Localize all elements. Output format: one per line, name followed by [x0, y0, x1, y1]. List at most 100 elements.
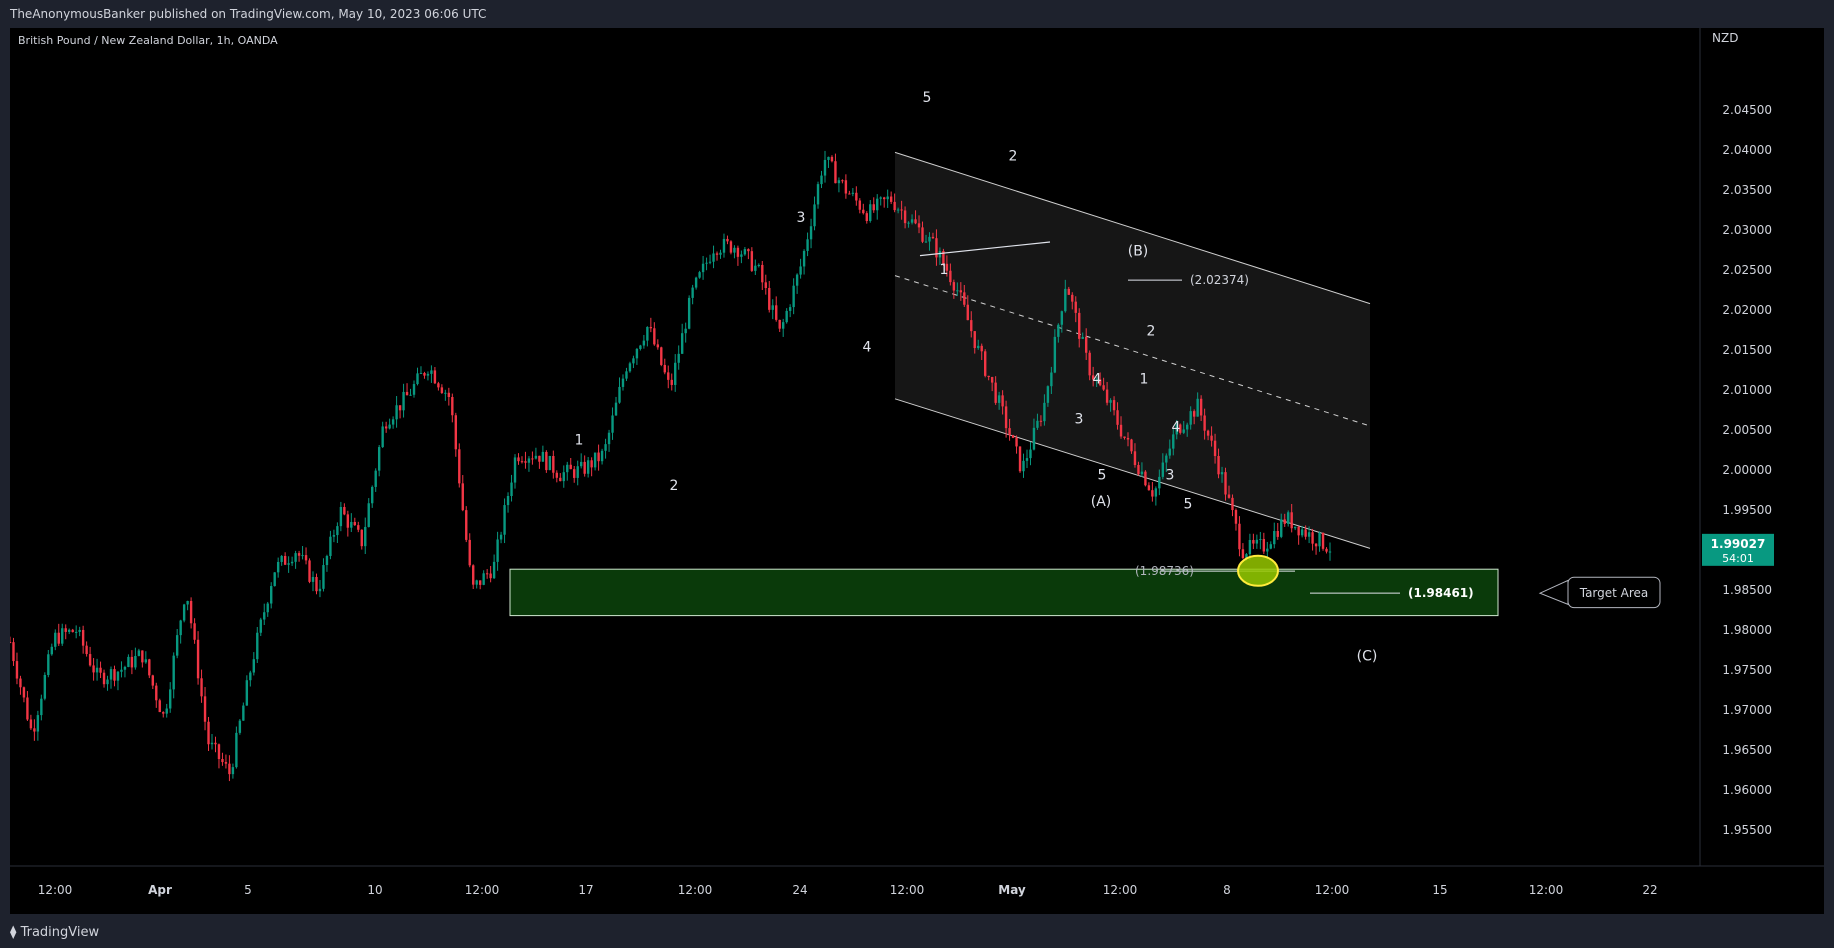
y-tick-label: 2.00000	[1722, 463, 1772, 477]
tradingview-brand: TradingView	[20, 925, 100, 940]
candle-body	[1036, 420, 1039, 428]
candle-body	[583, 461, 586, 474]
candle-body	[935, 238, 938, 258]
candle-body	[1241, 549, 1245, 558]
target-callout-label: Target Area	[1579, 586, 1649, 600]
chart-area[interactable]: 2.04500 2.04000 2.03500 2.03000 2.02500 2.020…	[8, 28, 1824, 914]
candle-body	[768, 287, 771, 310]
candle-body	[144, 659, 148, 663]
candle-body	[928, 236, 931, 242]
candle-body	[1238, 523, 1241, 550]
candle-body	[635, 348, 639, 359]
wave-label: (A)	[1091, 494, 1112, 510]
candle-body	[1098, 379, 1102, 386]
candle-body	[207, 721, 210, 745]
wave-label: 5	[1098, 468, 1107, 484]
candle-body	[691, 287, 694, 298]
candle-body	[346, 514, 350, 528]
channel-median-line	[894, 275, 1371, 427]
candle-body	[531, 458, 534, 460]
b-level-label: (2.02374)	[1190, 273, 1249, 287]
candle-body	[485, 573, 489, 575]
candle-body	[1078, 312, 1081, 339]
candle-body	[715, 253, 719, 255]
candle-body	[827, 156, 830, 160]
wave-label: 3	[1075, 412, 1084, 428]
candle-body	[116, 671, 120, 681]
candle-body	[235, 732, 238, 768]
candle-body	[632, 358, 635, 364]
candle-body	[419, 373, 423, 375]
candle-body	[869, 204, 872, 222]
candle-body	[503, 505, 506, 535]
candle-body	[308, 560, 311, 582]
tradingview-logo[interactable]: ⧫ TradingView	[10, 918, 99, 948]
low-level-label: (1.98736)	[1135, 564, 1194, 578]
price-chart[interactable]: 2.04500 2.04000 2.03500 2.03000 2.02500 2.020…	[8, 28, 1824, 914]
x-tick-label: 22	[1642, 883, 1657, 897]
last-price-tag	[1702, 533, 1774, 566]
wave-label: 5	[1184, 496, 1193, 512]
wave-label: 1	[940, 262, 949, 278]
candle-body	[172, 655, 175, 690]
candle-body	[339, 506, 343, 527]
candle-body	[433, 370, 437, 384]
candle-body	[43, 674, 47, 699]
candle-body	[71, 629, 74, 633]
candle-body	[256, 632, 259, 660]
candle-body	[214, 742, 217, 745]
candle-body	[301, 555, 304, 557]
candle-body	[750, 251, 754, 271]
candle-body	[318, 588, 322, 592]
low-highlight-circle	[1237, 554, 1279, 587]
y-tick-label: 1.98500	[1722, 583, 1772, 597]
x-tick-label: 12:00	[890, 883, 925, 897]
candle-body	[99, 667, 102, 673]
y-tick-label: 1.99500	[1722, 503, 1772, 517]
candle-body	[74, 631, 78, 633]
candle-body	[423, 373, 426, 376]
candle-body	[270, 586, 273, 604]
candle-body	[733, 247, 736, 253]
candle-body	[1105, 389, 1109, 403]
candle-body	[729, 241, 733, 253]
candle-body	[50, 646, 53, 655]
candle-body	[754, 265, 757, 271]
y-tick-label: 1.95500	[1722, 823, 1772, 837]
candle-body	[22, 687, 26, 698]
candle-body	[113, 669, 116, 681]
candle-body	[740, 254, 743, 257]
candle-body	[196, 639, 200, 679]
target-level-label: (1.98461)	[1408, 586, 1474, 600]
candle-body	[360, 529, 363, 547]
candle-body	[1172, 434, 1175, 449]
candle-body	[837, 180, 841, 184]
candle-body	[1224, 472, 1227, 495]
candle-body	[61, 628, 64, 644]
candle-body	[778, 319, 781, 329]
candle-body	[1293, 526, 1297, 529]
candle-body	[1022, 460, 1025, 472]
y-tick-label: 2.04000	[1722, 143, 1772, 157]
candle-body	[1025, 458, 1029, 461]
candle-body	[687, 297, 691, 329]
candle-body	[921, 227, 924, 242]
candle-body	[1266, 548, 1269, 552]
candle-body	[426, 373, 430, 376]
x-tick-label: 10	[367, 883, 382, 897]
candle-body	[841, 180, 844, 182]
candle-body	[990, 377, 994, 383]
candle-body	[830, 156, 834, 162]
candle-body	[667, 372, 670, 380]
y-tick-label: 2.00500	[1722, 423, 1772, 437]
candle-body	[489, 573, 492, 579]
candle-body	[660, 347, 663, 365]
candle-body	[1328, 551, 1332, 553]
candle-body	[538, 455, 541, 462]
candle-body	[221, 759, 224, 763]
candle-body	[1217, 456, 1220, 475]
candle-body	[343, 506, 346, 515]
candle-body	[1297, 526, 1300, 536]
wave-label: 5	[923, 90, 932, 106]
candle-body	[182, 604, 186, 621]
